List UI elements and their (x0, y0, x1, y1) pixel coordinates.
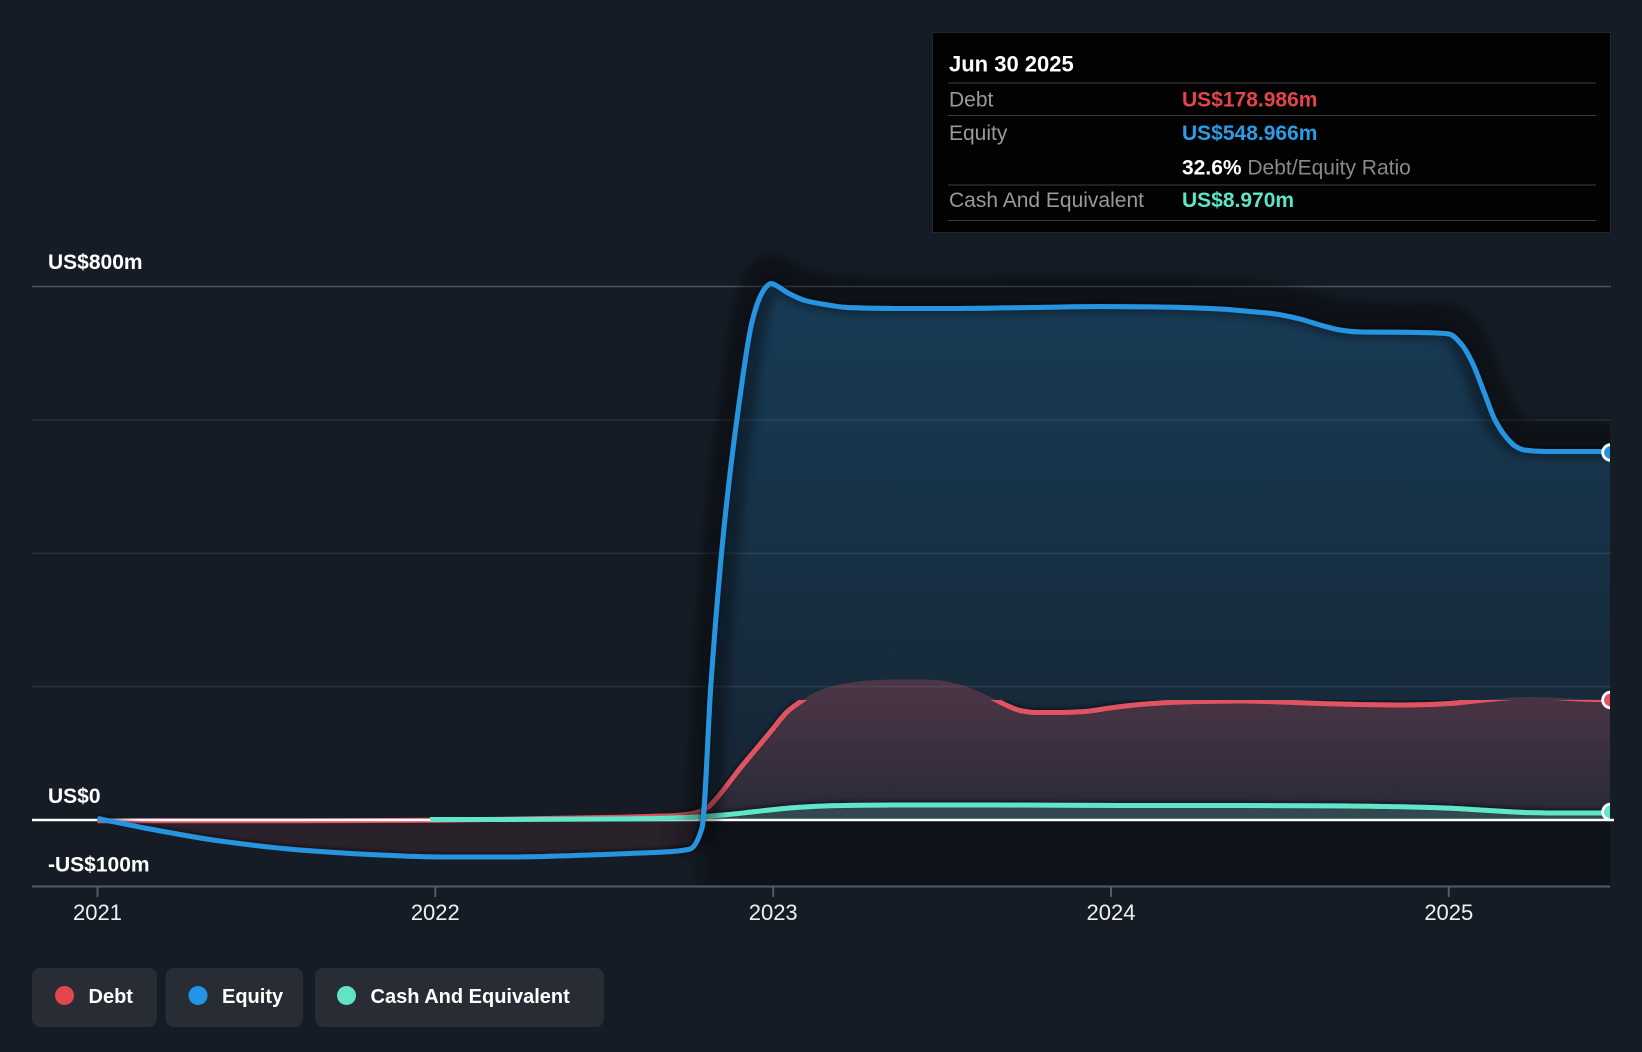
svg-text:US$548.966m: US$548.966m (1182, 122, 1317, 145)
svg-text:2021: 2021 (73, 900, 122, 925)
svg-text:Equity: Equity (222, 986, 284, 1008)
svg-text:-US$100m: -US$100m (48, 854, 150, 877)
svg-text:2022: 2022 (411, 900, 460, 925)
svg-text:US$0: US$0 (48, 785, 101, 808)
svg-text:Cash And Equivalent: Cash And Equivalent (949, 189, 1144, 212)
svg-text:Cash And Equivalent: Cash And Equivalent (371, 986, 571, 1008)
svg-text:2024: 2024 (1087, 900, 1136, 925)
svg-text:Debt: Debt (89, 986, 134, 1008)
svg-text:US$178.986m: US$178.986m (1182, 89, 1317, 112)
svg-text:2025: 2025 (1424, 900, 1473, 925)
svg-text:32.6% Debt/Equity Ratio: 32.6% Debt/Equity Ratio (1182, 157, 1411, 180)
svg-text:US$800m: US$800m (48, 251, 143, 274)
svg-text:Equity: Equity (949, 122, 1008, 145)
svg-text:2023: 2023 (749, 900, 798, 925)
svg-text:Jun 30 2025: Jun 30 2025 (949, 52, 1074, 77)
svg-text:Debt: Debt (949, 89, 994, 112)
svg-text:US$8.970m: US$8.970m (1182, 189, 1294, 212)
